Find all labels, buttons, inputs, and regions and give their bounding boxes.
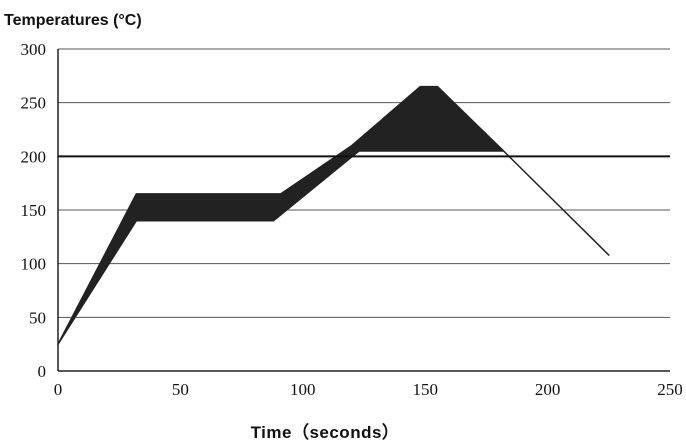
x-tick-100: 100 bbox=[290, 380, 316, 399]
y-tick-150: 150 bbox=[21, 201, 47, 220]
y-axis-title: Temperatures (°C) bbox=[4, 12, 142, 29]
x-tick-150: 150 bbox=[412, 380, 438, 399]
x-tick-labels: 0 50 100 150 200 250 bbox=[54, 380, 683, 399]
y-tick-labels: 0 50 100 150 200 250 300 bbox=[21, 40, 47, 381]
y-tick-0: 0 bbox=[38, 362, 47, 381]
temperature-band-0 bbox=[57, 85, 610, 345]
y-tick-50: 50 bbox=[29, 308, 46, 327]
x-tick-50: 50 bbox=[172, 380, 189, 399]
x-tick-0: 0 bbox=[54, 380, 63, 399]
y-tick-200: 200 bbox=[21, 147, 47, 166]
x-tick-250: 250 bbox=[657, 380, 683, 399]
y-tick-100: 100 bbox=[21, 255, 47, 274]
y-tick-300: 300 bbox=[21, 40, 47, 59]
x-tick-200: 200 bbox=[535, 380, 561, 399]
y-tick-250: 250 bbox=[21, 94, 47, 113]
x-axis-title: Time（seconds） bbox=[251, 422, 400, 441]
plot-area bbox=[57, 85, 670, 345]
